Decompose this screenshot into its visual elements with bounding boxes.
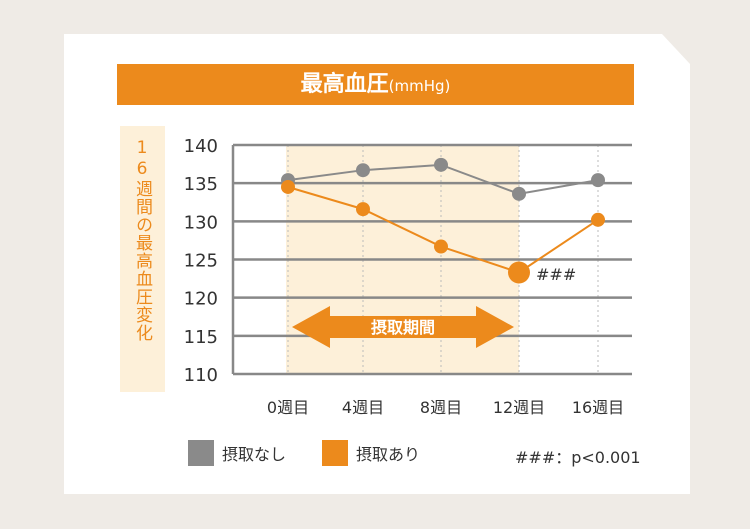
y-tick-label: 125 <box>184 251 218 272</box>
x-tick-label: 16週目 <box>572 398 624 417</box>
y-axis-label: 16週間の最高血圧変化 <box>120 126 165 392</box>
x-tick-label: 12週目 <box>493 398 545 417</box>
data-point <box>356 163 370 178</box>
y-tick-label: 140 <box>184 136 218 157</box>
data-point <box>591 212 605 227</box>
legend-item-no-intake: 摂取なし <box>188 440 286 466</box>
data-point <box>356 202 370 217</box>
legend-label: 摂取あり <box>356 445 421 464</box>
x-tick-label: 8週目 <box>420 398 462 417</box>
legend-swatch <box>322 440 348 466</box>
period-label: 摂取期間 <box>371 318 435 337</box>
legend-item-intake: 摂取あり <box>322 440 420 466</box>
period-arrow <box>292 306 514 348</box>
chart-title: 最高血圧(mmHg) <box>117 64 634 105</box>
significance-note: ###：p<0.001 <box>515 448 641 467</box>
data-point <box>434 239 448 254</box>
data-point <box>434 157 448 172</box>
significance-annotation: ### <box>536 265 576 284</box>
y-tick-label: 110 <box>184 365 218 386</box>
legend-label: 摂取なし <box>222 445 287 464</box>
legend-swatch <box>188 440 214 466</box>
data-point <box>508 261 530 284</box>
data-point <box>281 179 295 194</box>
y-tick-label: 115 <box>184 327 218 348</box>
y-tick-label: 135 <box>184 174 218 195</box>
x-tick-label: 0週目 <box>267 398 309 417</box>
data-point <box>512 186 526 201</box>
y-tick-label: 130 <box>184 212 218 233</box>
data-point <box>591 173 605 188</box>
x-tick-label: 4週目 <box>342 398 384 417</box>
y-tick-label: 120 <box>184 289 218 310</box>
